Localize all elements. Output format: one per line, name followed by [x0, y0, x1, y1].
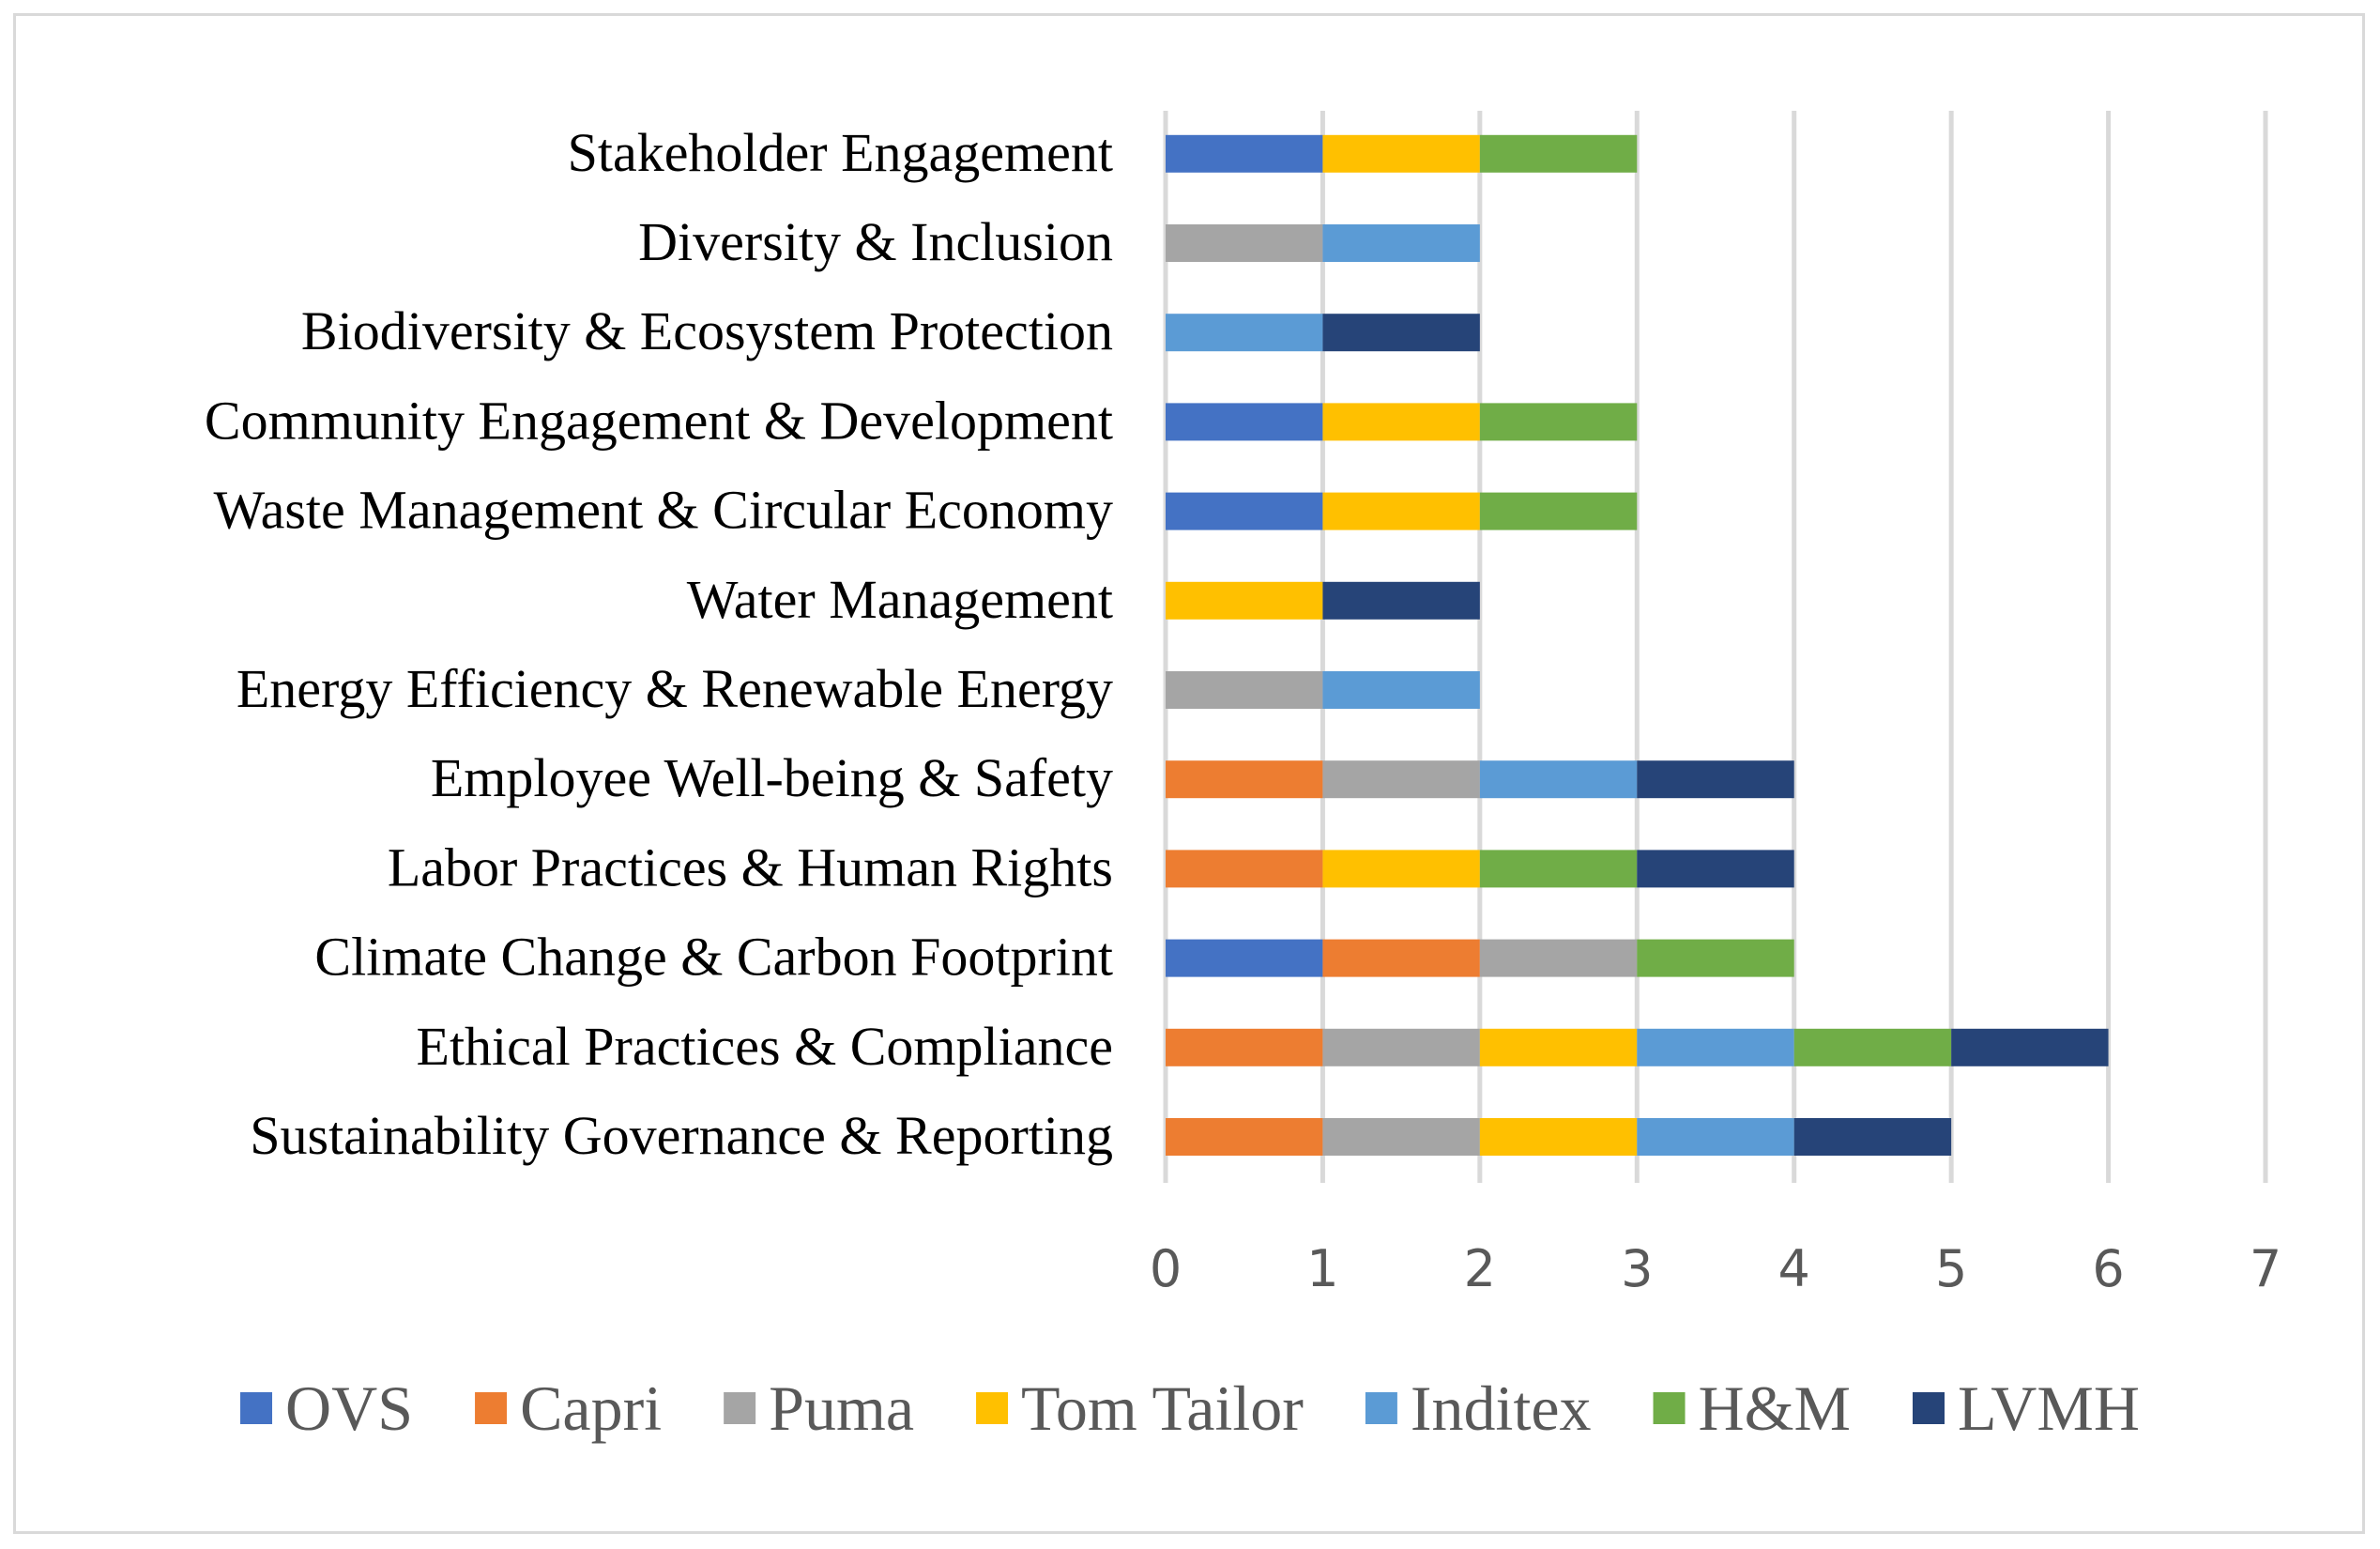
bar-handm-community-engagement-and-development — [1479, 403, 1638, 441]
bar-tom-tailor-community-engagement-and-development — [1322, 403, 1480, 441]
legend-swatch-handm — [1653, 1392, 1686, 1424]
legend-label-puma: Puma — [769, 1373, 914, 1444]
bar-tom-tailor-sustainability-governance-and-reporting — [1479, 1118, 1638, 1156]
x-tick-label-0: 0 — [1150, 1239, 1182, 1298]
category-label: Stakeholder Engagement — [568, 122, 1113, 183]
bar-lvmh-employee-well-being-and-safety — [1637, 760, 1794, 799]
x-axis-ticks: 0 1 2 3 4 5 6 7 — [1150, 1239, 2281, 1298]
bar-puma-ethical-practices-and-compliance — [1322, 1028, 1480, 1066]
bar-handm-labor-practices-and-human-rights — [1479, 850, 1638, 888]
bar-tom-tailor-waste-management-and-circular-economy — [1322, 492, 1480, 530]
legend-swatch-tom-tailor — [976, 1392, 1009, 1424]
bar-puma-climate-change-and-carbon-footprint — [1479, 939, 1638, 977]
bar-ovs-community-engagement-and-development — [1166, 403, 1323, 441]
category-label: Water Management — [687, 569, 1113, 630]
legend-item-inditex: Inditex — [1365, 1373, 1592, 1444]
category-label: Sustainability Governance & Reporting — [250, 1105, 1113, 1166]
bar-capri-ethical-practices-and-compliance — [1166, 1028, 1323, 1066]
bar-capri-labor-practices-and-human-rights — [1166, 850, 1323, 888]
category-label: Labor Practices & Human Rights — [388, 836, 1113, 897]
bar-ovs-stakeholder-engagement — [1166, 134, 1323, 173]
legend-swatch-ovs — [240, 1392, 273, 1424]
bar-puma-employee-well-being-and-safety — [1322, 760, 1480, 799]
legend-label-lvmh: LVMH — [1958, 1373, 2140, 1444]
bar-tom-tailor-ethical-practices-and-compliance — [1479, 1028, 1638, 1066]
legend-swatch-puma — [724, 1392, 756, 1424]
legend-label-ovs: OVS — [285, 1373, 413, 1444]
category-label: Waste Management & Circular Economy — [214, 480, 1113, 541]
bar-puma-sustainability-governance-and-reporting — [1322, 1118, 1480, 1156]
bar-handm-climate-change-and-carbon-footprint — [1637, 939, 1794, 977]
category-label: Ethical Practices & Compliance — [417, 1016, 1113, 1077]
category-label: Climate Change & Carbon Footprint — [314, 927, 1113, 988]
bars — [1166, 134, 2109, 1156]
bar-ovs-climate-change-and-carbon-footprint — [1166, 939, 1323, 977]
legend-label-tom-tailor: Tom Tailor — [1021, 1373, 1304, 1444]
x-tick-label-7: 7 — [2250, 1239, 2281, 1298]
bar-lvmh-ethical-practices-and-compliance — [1951, 1028, 2109, 1066]
bar-inditex-biodiversity-and-ecosystem-protection — [1166, 314, 1323, 352]
bar-handm-waste-management-and-circular-economy — [1479, 492, 1638, 530]
bar-handm-ethical-practices-and-compliance — [1793, 1028, 1952, 1066]
legend-item-ovs: OVS — [240, 1373, 413, 1444]
legend: OVS Capri Puma Tom Tailor Inditex H&M LVMH — [240, 1373, 2140, 1444]
bar-lvmh-water-management — [1322, 581, 1480, 620]
bar-lvmh-labor-practices-and-human-rights — [1637, 850, 1794, 888]
legend-swatch-inditex — [1365, 1392, 1397, 1424]
legend-item-tom-tailor: Tom Tailor — [976, 1373, 1304, 1444]
legend-item-capri: Capri — [475, 1373, 662, 1444]
bar-capri-climate-change-and-carbon-footprint — [1322, 939, 1480, 977]
bar-lvmh-biodiversity-and-ecosystem-protection — [1322, 314, 1480, 352]
bar-capri-employee-well-being-and-safety — [1166, 760, 1323, 799]
legend-swatch-lvmh — [1913, 1392, 1945, 1424]
bar-tom-tailor-labor-practices-and-human-rights — [1322, 850, 1480, 888]
legend-item-lvmh: LVMH — [1913, 1373, 2140, 1444]
bar-handm-stakeholder-engagement — [1479, 134, 1638, 173]
legend-label-handm: H&M — [1699, 1373, 1851, 1444]
legend-label-capri: Capri — [520, 1373, 662, 1444]
gridlines — [1163, 111, 2268, 1183]
bar-tom-tailor-stakeholder-engagement — [1322, 134, 1480, 173]
x-tick-label-6: 6 — [2092, 1239, 2124, 1298]
bar-lvmh-sustainability-governance-and-reporting — [1793, 1118, 1952, 1156]
x-tick-label-5: 5 — [1935, 1239, 1967, 1298]
bar-inditex-sustainability-governance-and-reporting — [1637, 1118, 1794, 1156]
bar-capri-sustainability-governance-and-reporting — [1166, 1118, 1323, 1156]
legend-item-handm: H&M — [1653, 1373, 1851, 1444]
category-label: Biodiversity & Ecosystem Protection — [301, 300, 1113, 361]
category-label: Energy Efficiency & Renewable Energy — [236, 658, 1113, 719]
x-tick-label-1: 1 — [1306, 1239, 1338, 1298]
bar-puma-diversity-and-inclusion — [1166, 224, 1323, 262]
bar-inditex-energy-efficiency-and-renewable-energy — [1322, 671, 1480, 709]
legend-item-puma: Puma — [724, 1373, 914, 1444]
bar-puma-energy-efficiency-and-renewable-energy — [1166, 671, 1323, 709]
bar-inditex-ethical-practices-and-compliance — [1637, 1028, 1794, 1066]
bar-inditex-diversity-and-inclusion — [1322, 224, 1480, 262]
category-label: Community Engagement & Development — [205, 390, 1113, 451]
x-tick-label-3: 3 — [1621, 1239, 1653, 1298]
category-labels: Sustainability Governance & Reporting Eth… — [205, 122, 1113, 1166]
category-label: Diversity & Inclusion — [638, 211, 1113, 272]
legend-swatch-capri — [475, 1392, 508, 1424]
bar-tom-tailor-water-management — [1166, 581, 1323, 620]
legend-label-inditex: Inditex — [1411, 1373, 1592, 1444]
bar-ovs-waste-management-and-circular-economy — [1166, 492, 1323, 530]
bar-inditex-employee-well-being-and-safety — [1479, 760, 1638, 799]
category-label: Employee Well-being & Safety — [431, 747, 1113, 808]
x-tick-label-4: 4 — [1778, 1239, 1810, 1298]
x-tick-label-2: 2 — [1464, 1239, 1496, 1298]
